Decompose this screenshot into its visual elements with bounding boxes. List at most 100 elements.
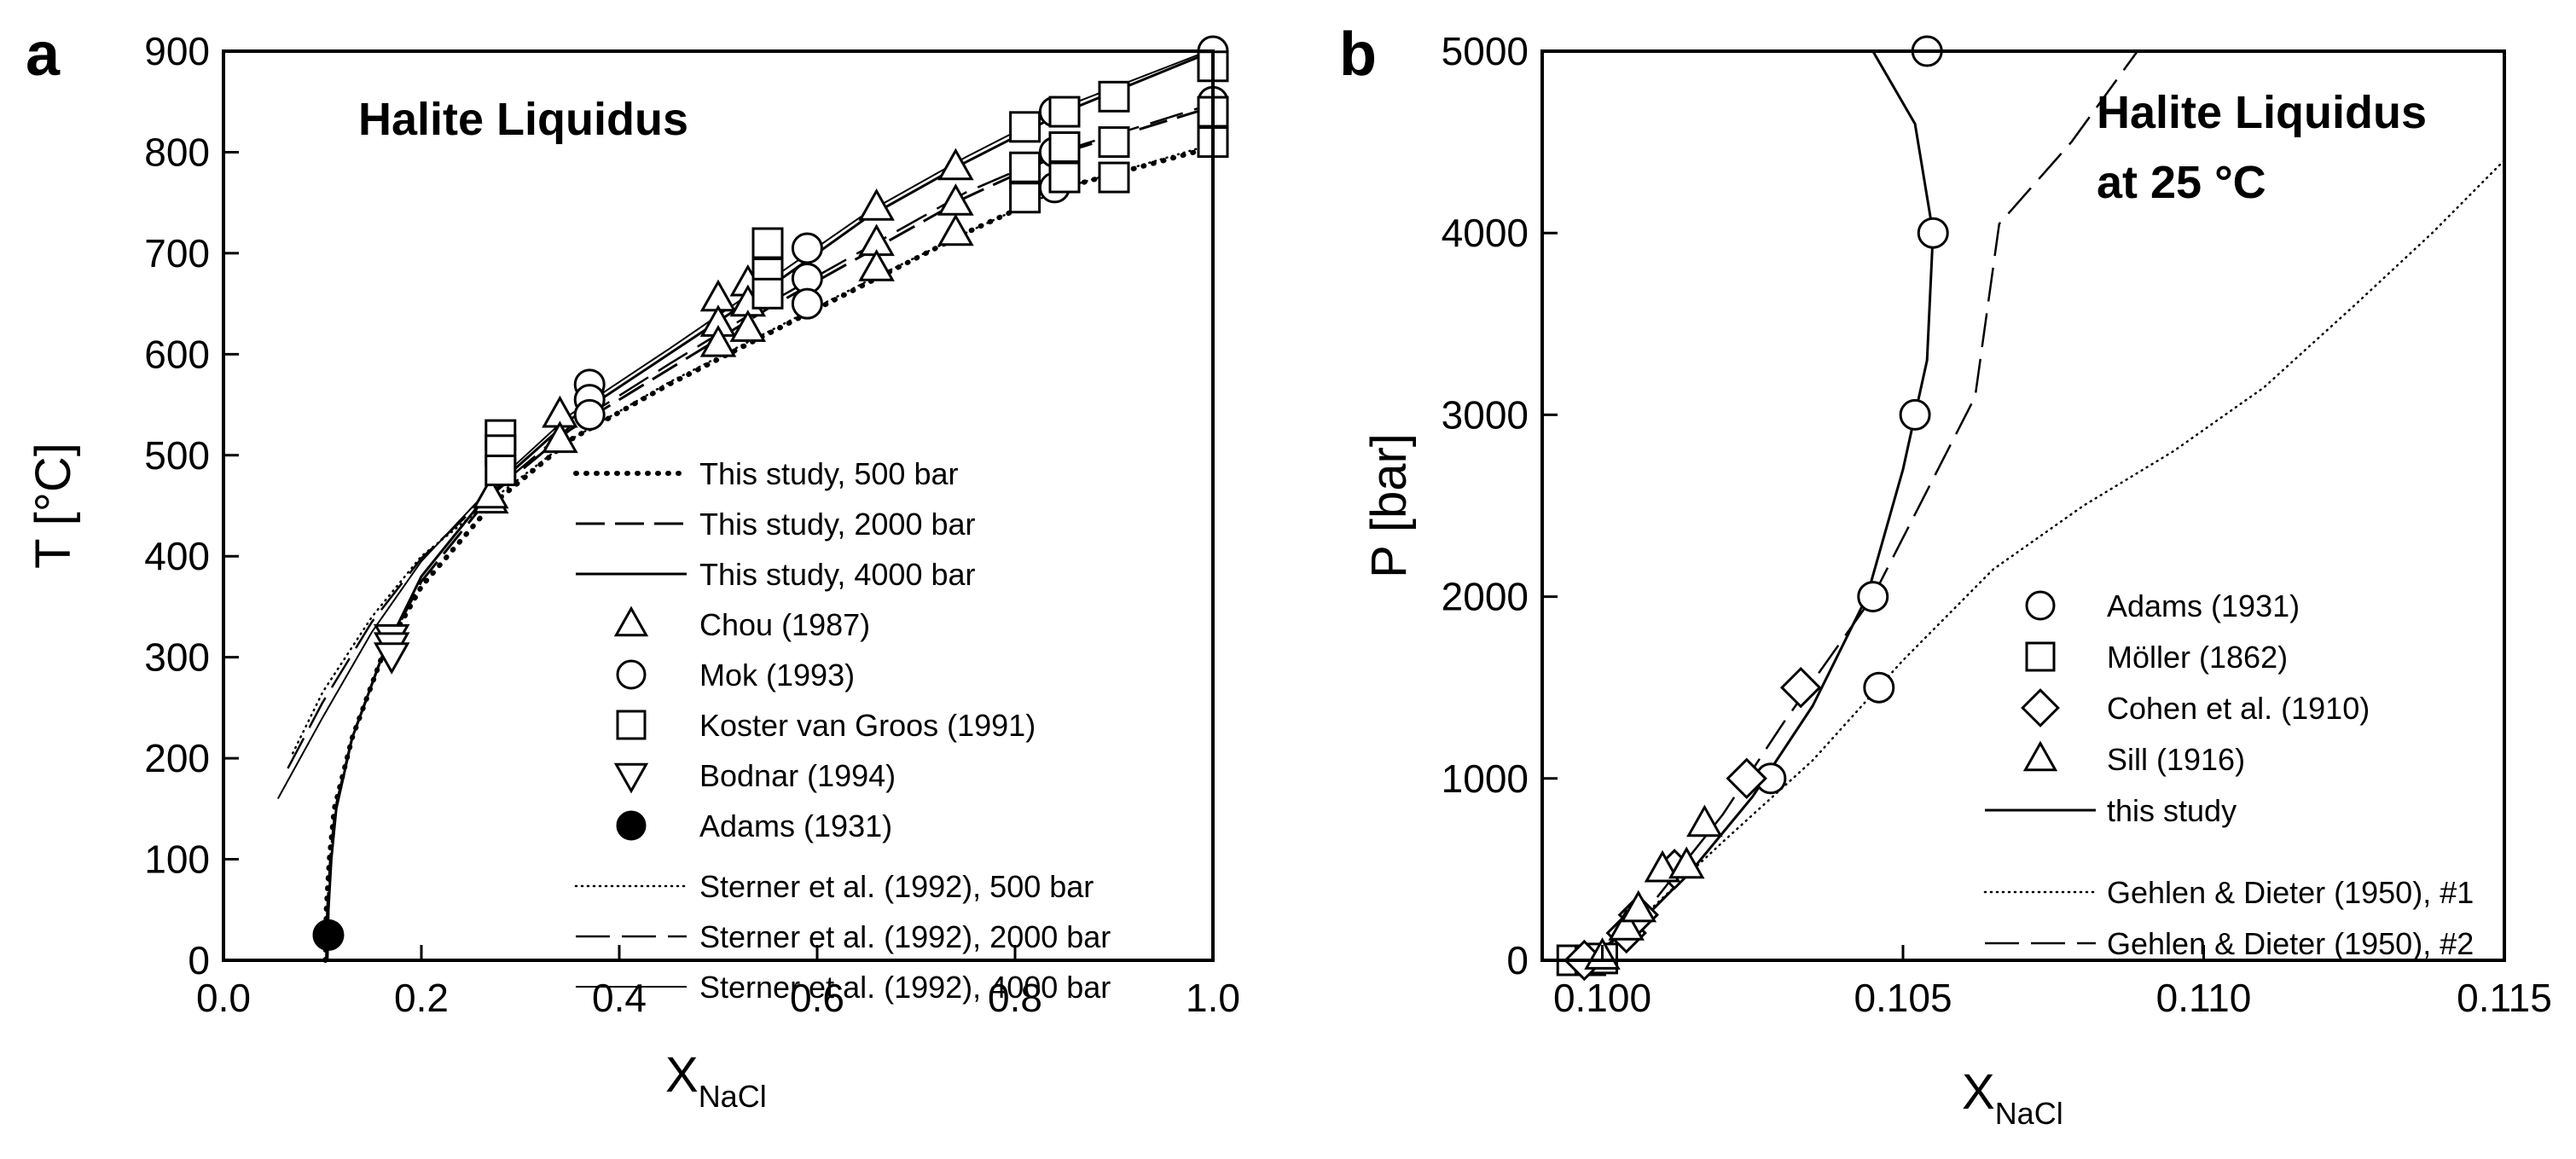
a-legend-label: Sterner et al. (1992), 2000 bar	[699, 919, 1111, 954]
a-y-tick-label: 500	[144, 433, 210, 478]
a-legend-label: This study, 4000 bar	[699, 557, 976, 592]
b-y-tick-label: 3000	[1442, 392, 1529, 437]
x-axis-label-b: XNaCl	[1962, 1064, 2063, 1131]
b-line-gehlen-dieter-1950-2	[1589, 50, 2138, 961]
a-point-mok-1993	[573, 398, 606, 431]
b-x-tick-label: 0.115	[2457, 976, 2552, 1020]
b-point-sill-1916	[1668, 846, 1705, 879]
b-legend-swatch-m-ller-1862	[2025, 641, 2056, 672]
a-point-chou-1987	[542, 420, 578, 454]
b-point-adams-1931	[1857, 581, 1889, 613]
a-point-koster-van-groos-1991	[1098, 161, 1130, 194]
a-point-chou-1987	[937, 183, 974, 216]
a-y-tick-label: 400	[144, 534, 210, 578]
b-line-this-study	[1583, 50, 1935, 962]
a-x-tick-label: 0.6	[790, 976, 844, 1020]
a-y-tick-label: 900	[144, 29, 210, 73]
a-legend-label: Chou (1987)	[699, 607, 870, 642]
a-x-tick-label: 0.0	[196, 976, 251, 1020]
a-point-adams-1931	[312, 919, 345, 951]
b-point-sill-1916	[1644, 849, 1681, 883]
a-legend-label: Adams (1931)	[699, 808, 892, 843]
b-point-cohen-et-al-1910	[1726, 757, 1767, 800]
b-y-tick-label: 5000	[1442, 29, 1529, 73]
a-point-bodnar-1994	[373, 642, 410, 675]
a-point-koster-van-groos-1991	[1048, 131, 1081, 164]
b-legend-swatch-cohen-et-al-1910	[2021, 688, 2060, 727]
a-legend-label: Koster van Groos (1991)	[699, 708, 1036, 743]
a-point-koster-van-groos-1991	[1098, 80, 1130, 113]
b-x-tick-label: 0.100	[1553, 976, 1651, 1020]
plot-frame-b	[1540, 49, 2506, 962]
b-point-adams-1931	[1917, 217, 1949, 249]
a-line-sterner-et-al-1992-500-bar	[291, 142, 1215, 755]
a-x-tick-label: 0.8	[988, 976, 1042, 1020]
a-legend-label: Mok (1993)	[699, 658, 855, 693]
y-axis-label-a: T [°C]	[26, 443, 81, 569]
a-point-koster-van-groos-1991	[1009, 111, 1041, 143]
a-x-tick-label: 0.2	[394, 976, 449, 1020]
b-legend-swatch-adams-1931	[2025, 590, 2056, 621]
a-point-koster-van-groos-1991	[1048, 161, 1081, 194]
b-y-tick-label: 0	[1506, 938, 1529, 982]
a-point-koster-van-groos-1991	[751, 227, 784, 259]
a-point-koster-van-groos-1991	[1009, 182, 1041, 214]
a-line-sterner-et-al-1992-4000-bar	[276, 48, 1214, 799]
a-point-chou-1987	[937, 148, 974, 181]
x-axis-label-a: XNaCl	[665, 1047, 767, 1114]
a-legend-label: Sterner et al. (1992), 500 bar	[699, 869, 1094, 904]
a-point-koster-van-groos-1991	[1048, 96, 1081, 128]
a-legend-swatch-chou-1987	[613, 606, 649, 637]
a-point-koster-van-groos-1991	[1098, 126, 1130, 159]
a-point-chou-1987	[937, 213, 974, 246]
plot-frame-a	[222, 49, 1215, 962]
a-legend-swatch-koster-van-groos-1991	[616, 710, 647, 740]
a-x-tick-label: 0.4	[592, 976, 647, 1020]
panel-b: b 0.100 0.105 0.110 0.115 0 1000 2000 3000 4000 5…	[1339, 20, 2552, 1131]
chart-title-b: Halite Liquidus	[2097, 87, 2427, 138]
b-legend-label: Adams (1931)	[2107, 588, 2300, 623]
b-x-tick-label: 0.105	[1854, 976, 1952, 1020]
a-legend-label: This study, 2000 bar	[699, 507, 976, 542]
panel-a: a 0.0 0.2 0.4 0.6 0.8 1.0 0 100 200 300 400 500 600 7…	[26, 20, 1240, 1114]
a-legend-label: Bodnar (1994)	[699, 758, 896, 793]
a-point-chou-1987	[472, 476, 509, 509]
a-point-koster-van-groos-1991	[751, 277, 784, 310]
a-point-chou-1987	[729, 310, 767, 342]
a-point-chou-1987	[858, 188, 895, 221]
b-legend-label: Gehlen & Dieter (1950), #2	[2107, 926, 2474, 961]
b-point-adams-1931	[1899, 398, 1931, 431]
a-x-tick-label: 1.0	[1186, 976, 1240, 1020]
a-point-chou-1987	[858, 249, 895, 281]
a-line-sterner-et-al-1992-2000-bar	[287, 102, 1214, 769]
a-legend-swatch-mok-1993	[616, 659, 647, 690]
a-point-koster-van-groos-1991	[1009, 151, 1041, 183]
b-legend-label: Gehlen & Dieter (1950), #1	[2107, 875, 2474, 910]
b-point-sill-1916	[1608, 908, 1645, 941]
y-axis-label-b: P [bar]	[1361, 433, 1417, 578]
a-y-tick-label: 0	[188, 938, 210, 982]
a-point-mok-1993	[791, 232, 823, 264]
panel-letter-b: b	[1339, 20, 1377, 89]
a-legend-label: Sterner et al. (1992), 4000 bar	[699, 970, 1111, 1005]
a-legend-swatch-adams-1931	[616, 810, 647, 841]
b-legend-label: Möller (1862)	[2107, 640, 2288, 675]
a-y-tick-label: 600	[144, 332, 210, 376]
b-point-cohen-et-al-1910	[1779, 666, 1822, 709]
b-legend-swatch-sill-1916	[2022, 740, 2058, 772]
a-y-tick-label: 300	[144, 635, 210, 680]
a-y-tick-label: 800	[144, 130, 210, 174]
b-point-sill-1916	[1620, 890, 1657, 923]
chart-title-a: Halite Liquidus	[358, 94, 688, 145]
a-legend-label: This study, 500 bar	[699, 456, 959, 491]
chart-title-b-line2: at 25 °C	[2097, 157, 2266, 208]
b-y-tick-label: 4000	[1442, 211, 1529, 255]
b-x-tick-label: 0.110	[2156, 976, 2252, 1020]
a-y-tick-label: 700	[144, 231, 210, 275]
b-line-gehlen-dieter-1950-1	[1589, 159, 2506, 962]
b-legend-label: this study	[2107, 793, 2237, 828]
a-point-koster-van-groos-1991	[484, 455, 517, 487]
a-point-mok-1993	[791, 287, 823, 320]
b-point-sill-1916	[1686, 804, 1723, 837]
